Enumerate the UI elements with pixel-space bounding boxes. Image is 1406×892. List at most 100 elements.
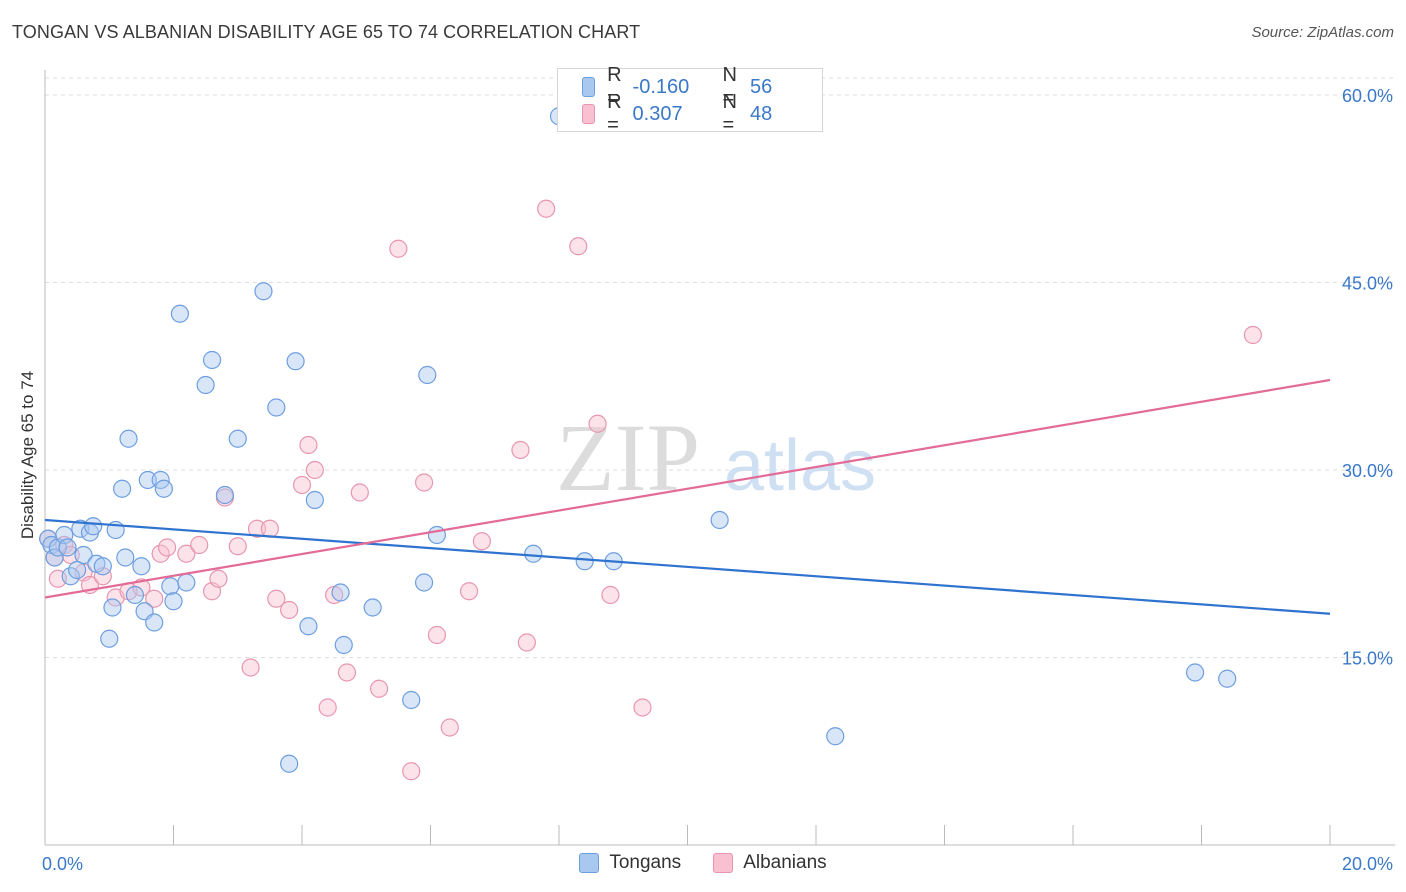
- legend-n-label: N =: [722, 64, 737, 109]
- tongans-point: [68, 560, 87, 580]
- trend-lines: [44, 378, 1331, 615]
- albanians-point: [427, 625, 447, 645]
- albanians-point: [337, 663, 357, 682]
- legend-label-tongans: Tongans: [609, 852, 682, 873]
- legend-row-tongans: R = -0.160 N = 56: [582, 64, 822, 109]
- legend-swatch-albanians: [713, 853, 734, 873]
- albanians-point: [472, 532, 491, 551]
- albanians-point: [537, 199, 556, 218]
- legend-n-label: N =: [722, 91, 737, 136]
- albanians-point: [633, 698, 652, 717]
- tongans-point: [267, 398, 286, 417]
- legend-item-albanians[interactable]: Albanians: [713, 852, 827, 874]
- albanians-point: [414, 473, 434, 492]
- albanians-point: [305, 460, 324, 480]
- albanians-point: [209, 569, 228, 588]
- albanians-point: [517, 633, 536, 652]
- albanians-point: [459, 582, 479, 601]
- x-tick-label-max: 20.0%: [1342, 854, 1393, 874]
- chart-title: TONGAN VS ALBANIAN DISABILITY AGE 65 TO …: [12, 22, 641, 42]
- albanians-points: [39, 199, 1263, 781]
- tongans-point: [138, 470, 157, 490]
- tongans-point: [74, 545, 93, 565]
- legend-swatch-albanians: [582, 104, 596, 124]
- y-tick-label: 15.0%: [1342, 649, 1393, 669]
- albanians-point: [389, 239, 408, 258]
- tongans-point: [286, 352, 305, 371]
- legend-swatch-tongans: [579, 853, 600, 873]
- tongans-point: [119, 429, 138, 448]
- x-tick-label-min: 0.0%: [42, 854, 83, 874]
- albanians-point: [260, 519, 279, 538]
- tongans-point: [826, 727, 845, 746]
- albanians-point: [145, 589, 164, 608]
- tongans-points: [39, 107, 1237, 773]
- albanians-point: [318, 698, 337, 717]
- tongans-point: [100, 629, 119, 648]
- stats-legend: R = -0.160 N = 56 R = 0.307 N = 48: [557, 64, 823, 136]
- albanians-point: [280, 600, 299, 620]
- albanians-point: [157, 538, 177, 557]
- tongans-trend-line: [44, 518, 1331, 615]
- legend-r-label: R =: [607, 64, 622, 109]
- watermark-zip: ZIP: [556, 404, 700, 511]
- tongans-point: [254, 282, 273, 301]
- albanians-point: [588, 414, 607, 433]
- legend-n-value: 48: [750, 102, 773, 125]
- tongans-point: [84, 517, 103, 536]
- tongans-point: [125, 585, 145, 605]
- albanians-point: [1243, 325, 1263, 345]
- albanians-point: [601, 585, 620, 605]
- source-label: Source: ZipAtlas.com: [1251, 24, 1394, 41]
- albanians-point: [370, 679, 389, 698]
- albanians-point: [247, 519, 267, 538]
- tongans-point: [154, 479, 173, 498]
- tongans-point: [710, 510, 729, 530]
- tongans-point: [116, 548, 135, 567]
- watermark-atlas: atlas: [724, 426, 876, 506]
- y-axis-label: Disability Age 65 to 74: [18, 370, 37, 540]
- tongans-point: [299, 617, 318, 636]
- tongans-point: [112, 479, 132, 498]
- tongans-point: [363, 598, 382, 617]
- albanians-point: [241, 658, 260, 677]
- legend-n-value: 56: [750, 75, 773, 98]
- albanians-point: [267, 589, 286, 608]
- tongans-point: [418, 365, 437, 385]
- tongans-point: [164, 592, 183, 611]
- tongans-point: [331, 583, 350, 602]
- tongans-point: [575, 552, 594, 571]
- tongans-point: [334, 635, 353, 655]
- albanians-trend-line: [44, 378, 1331, 599]
- albanians-point: [511, 440, 530, 460]
- tongans-point: [215, 485, 234, 505]
- legend-row-albanians: R = 0.307 N = 48: [582, 91, 822, 136]
- tongans-point: [202, 350, 222, 370]
- y-tick-label: 45.0%: [1342, 274, 1393, 294]
- tongans-point: [524, 544, 543, 563]
- tick-labels: 15.0% 30.0% 45.0% 60.0% 0.0% 20.0%: [42, 86, 1393, 874]
- tongans-point: [45, 548, 64, 567]
- albanians-point: [440, 718, 459, 737]
- axes: [44, 70, 1395, 846]
- tongans-point: [132, 557, 151, 576]
- albanians-point: [190, 535, 209, 555]
- tongans-point: [177, 573, 196, 592]
- albanians-point: [299, 435, 318, 455]
- tongans-point: [402, 690, 421, 710]
- legend-swatch-tongans: [582, 77, 596, 97]
- tongans-point: [58, 538, 77, 557]
- tongans-point: [145, 613, 164, 632]
- albanians-point: [569, 237, 588, 256]
- watermark: ZIP atlas: [556, 404, 876, 511]
- tongans-point: [196, 375, 215, 395]
- legend-r-label: R =: [607, 91, 622, 136]
- legend-item-tongans[interactable]: Tongans: [579, 852, 681, 874]
- tongans-point: [228, 429, 247, 448]
- y-tick-label: 60.0%: [1342, 86, 1393, 106]
- tongans-point: [1218, 669, 1237, 688]
- tongans-point: [280, 754, 299, 773]
- tongans-point: [93, 557, 112, 576]
- albanians-point: [177, 544, 196, 563]
